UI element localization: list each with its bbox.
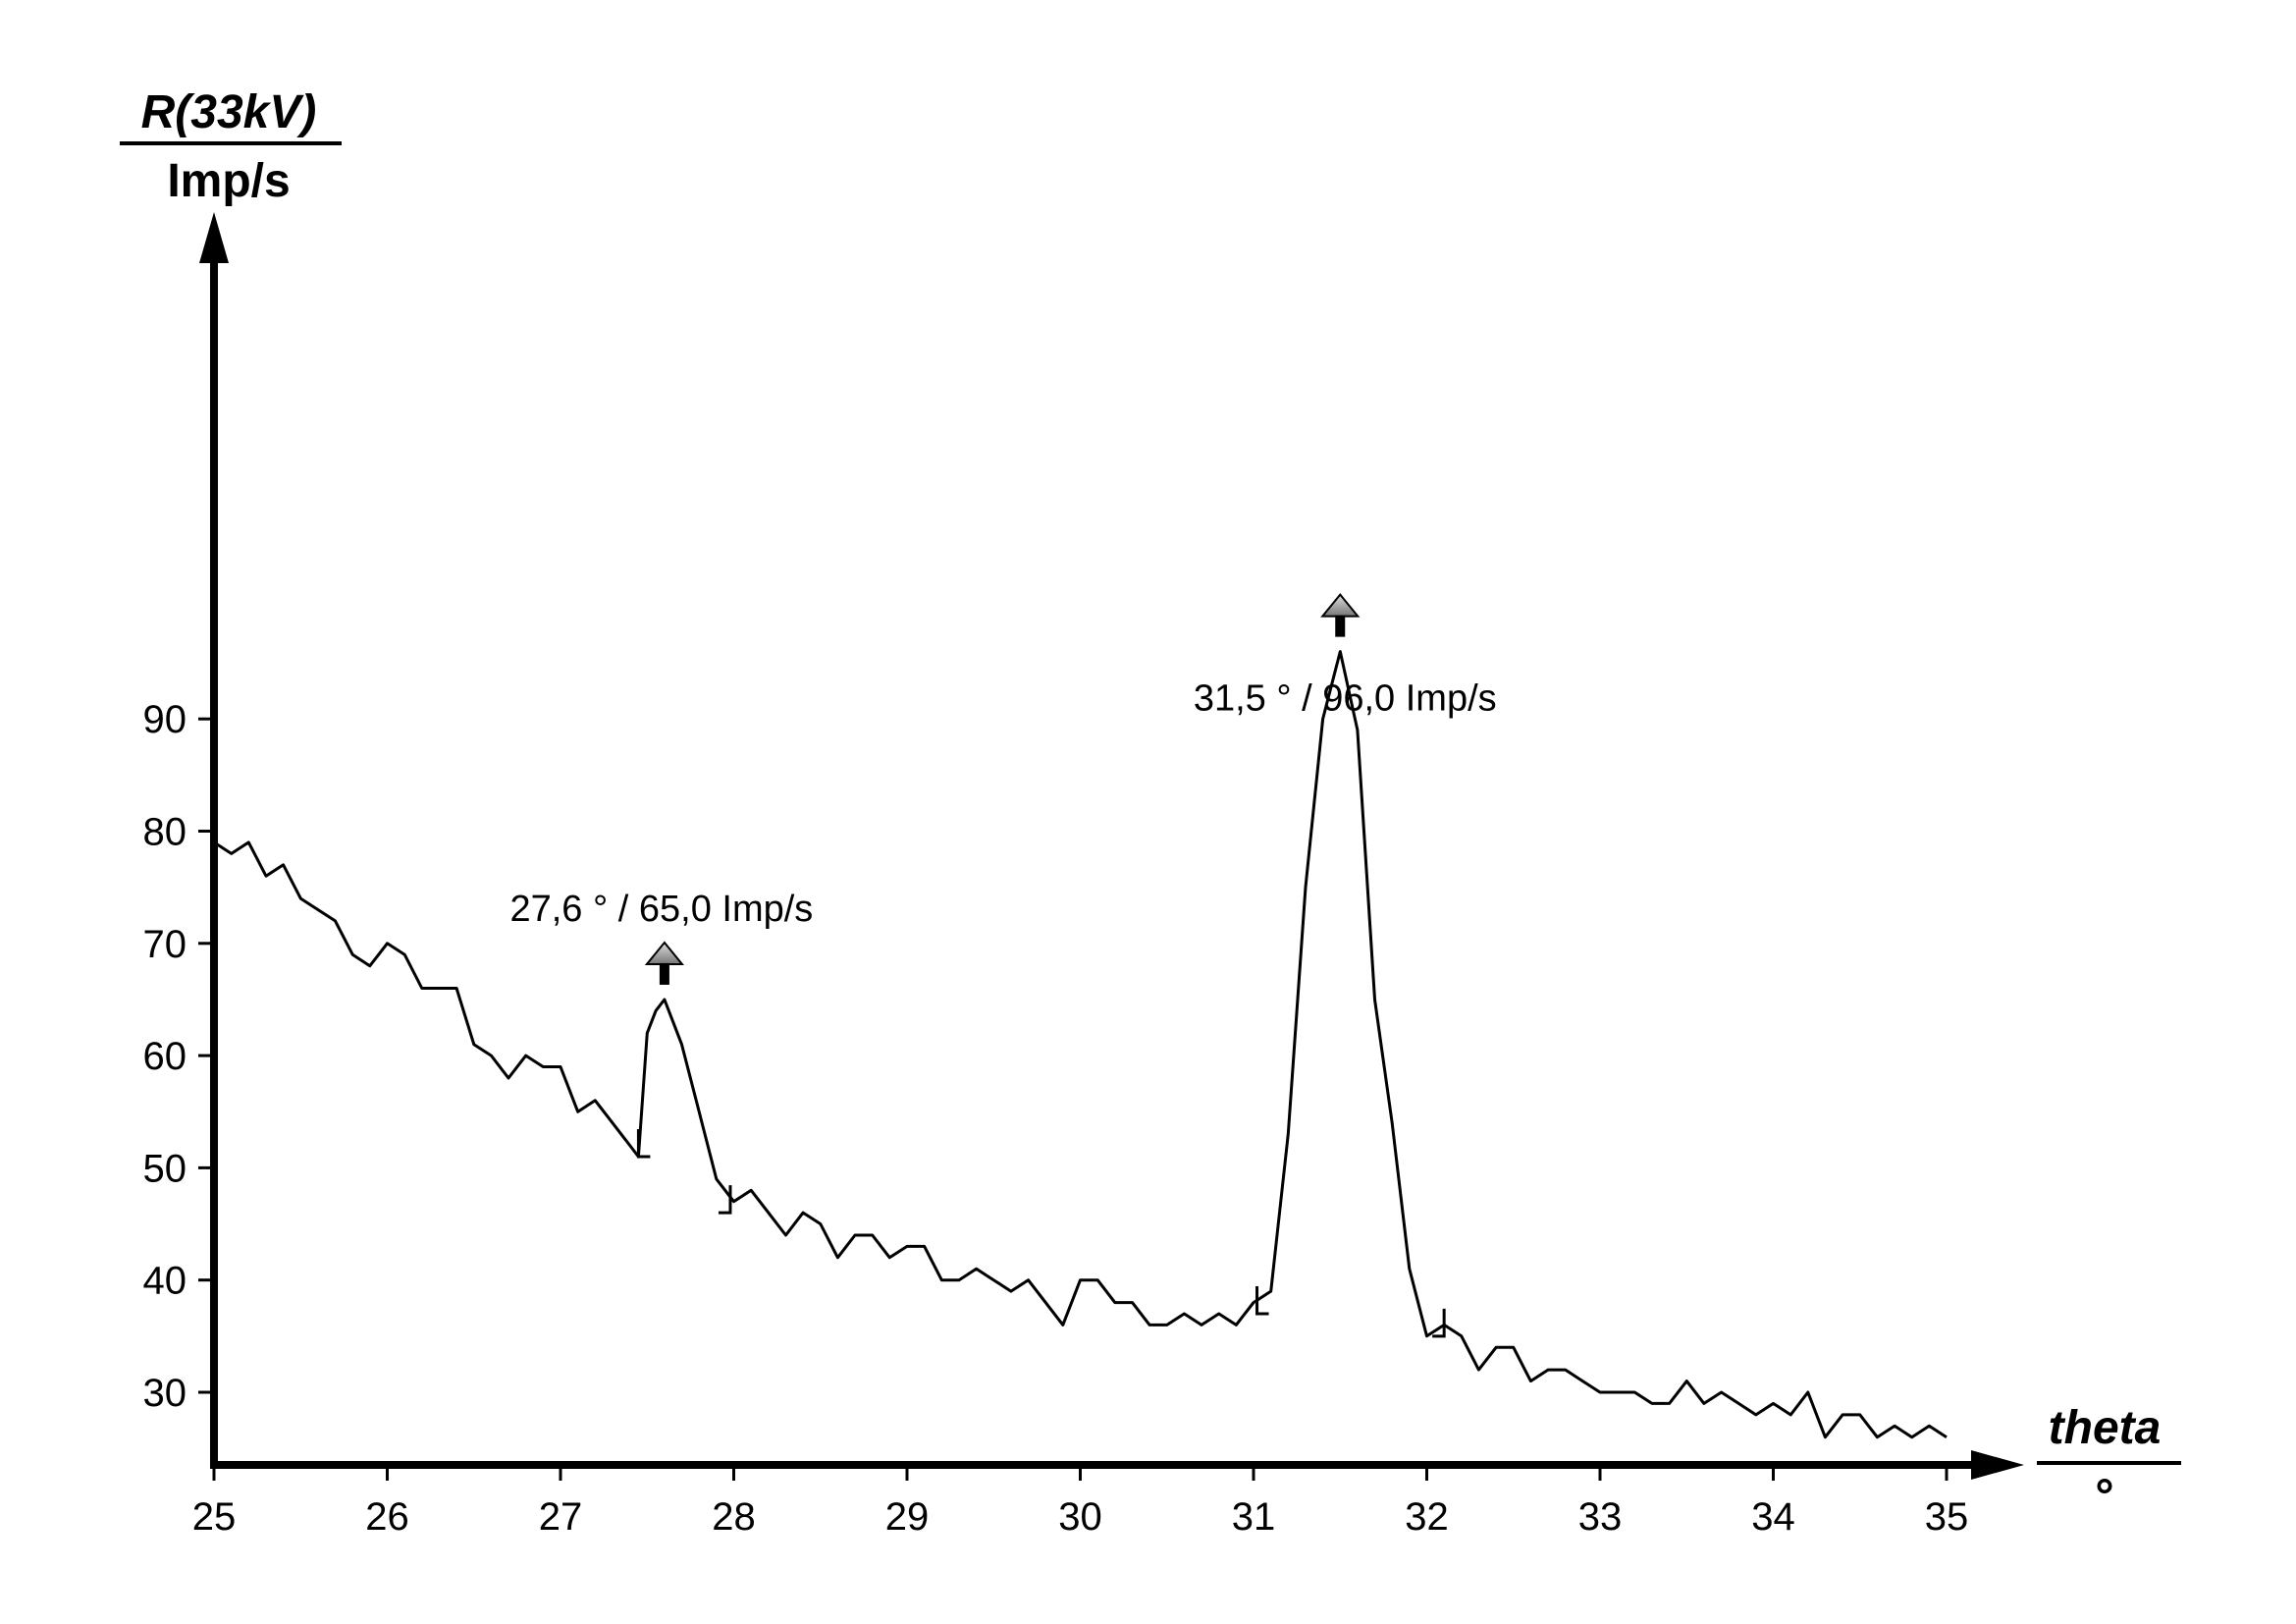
x-axis-label-bottom: ° (2095, 1471, 2113, 1523)
y-tick-label: 60 (143, 1035, 187, 1078)
x-axis-arrow-icon (1971, 1450, 2024, 1480)
x-tick-label: 28 (712, 1495, 756, 1539)
peak-start-bracket (1255, 1285, 1269, 1316)
y-axis-title: R(33kV) Imp/s (120, 86, 342, 207)
x-axis-ticks: 25 26 27 28 29 30 31 32 33 34 35 (192, 1465, 1969, 1539)
y-axis-ticks: 30 40 50 60 70 80 90 (143, 698, 214, 1415)
y-tick-label: 80 (143, 811, 187, 854)
peak-label: 27,6 ° / 65,0 Imp/s (509, 889, 813, 930)
x-tick-label: 29 (885, 1495, 930, 1539)
series-line (213, 650, 1948, 1439)
x-axis-label-top: theta (2049, 1402, 2162, 1454)
peak-label: 31,5 ° / 96,0 Imp/s (1194, 678, 1497, 720)
y-tick-label: 90 (143, 698, 187, 741)
peak-end-bracket (1432, 1308, 1446, 1338)
peak-marker-icon (1320, 593, 1361, 637)
x-tick-label: 31 (1232, 1495, 1276, 1539)
y-tick-label: 50 (143, 1147, 187, 1190)
y-tick-label: 30 (143, 1372, 187, 1415)
x-tick-label: 34 (1751, 1495, 1795, 1539)
x-tick-label: 27 (539, 1495, 583, 1539)
x-tick-label: 26 (365, 1495, 409, 1539)
x-tick-label: 35 (1925, 1495, 1969, 1539)
peak-end-bracket (718, 1185, 732, 1215)
y-axis-label-top: R(33kV) (141, 86, 317, 138)
y-tick-label: 70 (143, 923, 187, 966)
y-axis-arrow-icon (199, 212, 229, 263)
y-axis-label-bottom: Imp/s (167, 155, 290, 207)
peak-marker-icon (644, 941, 685, 985)
x-tick-label: 33 (1578, 1495, 1623, 1539)
series-layer (213, 650, 1948, 1439)
x-tick-label: 25 (192, 1495, 237, 1539)
x-tick-label: 32 (1405, 1495, 1449, 1539)
y-tick-label: 40 (143, 1260, 187, 1303)
x-axis-title: theta ° (2037, 1402, 2181, 1523)
peak-start-bracket (636, 1128, 651, 1159)
x-tick-label: 30 (1058, 1495, 1102, 1539)
peaks-layer: 27,6 ° / 65,0 Imp/s 31,5 ° / 96,0 Imp/s (509, 593, 1497, 1338)
